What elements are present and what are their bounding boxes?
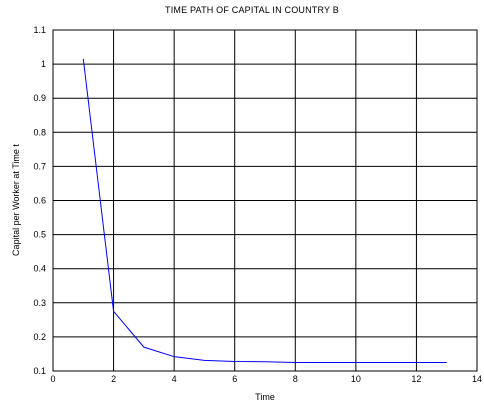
y-tick-label: 0.8	[33, 127, 46, 137]
x-tick-label: 10	[351, 374, 361, 384]
x-tick-label: 12	[411, 374, 421, 384]
x-tick-labels: 0 2 4 6 8 10 12 14	[50, 374, 482, 384]
y-tick-labels: 0.1 0.2 0.3 0.4 0.5 0.6 0.7 0.8 0.9 1 1.1	[33, 25, 46, 376]
x-tick-label: 4	[172, 374, 177, 384]
y-tick-label: 0.3	[33, 298, 46, 308]
y-tick-label: 0.4	[33, 264, 46, 274]
y-tick-label: 0.1	[33, 366, 46, 376]
y-tick-label: 0.7	[33, 161, 46, 171]
y-tick-label: 0.6	[33, 196, 46, 206]
chart-title: TIME PATH OF CAPITAL IN COUNTRY B	[165, 5, 339, 15]
x-tick-label: 0	[50, 374, 55, 384]
x-tick-label: 6	[232, 374, 237, 384]
capital-series-line	[82, 58, 447, 363]
y-tick-label: 0.2	[33, 332, 46, 342]
y-tick-label: 1.1	[33, 25, 46, 35]
x-axis-label: Time	[255, 392, 275, 402]
series-group	[82, 58, 447, 363]
y-tick-label: 0.9	[33, 93, 46, 103]
y-tick-label: 1	[41, 59, 46, 69]
x-tick-label: 2	[111, 374, 116, 384]
y-tick-label: 0.5	[33, 230, 46, 240]
x-tick-label: 8	[293, 374, 298, 384]
x-tick-label: 14	[472, 374, 482, 384]
y-axis-label: Capital per Worker at Time t	[11, 144, 21, 256]
y-gridlines	[53, 63, 477, 338]
